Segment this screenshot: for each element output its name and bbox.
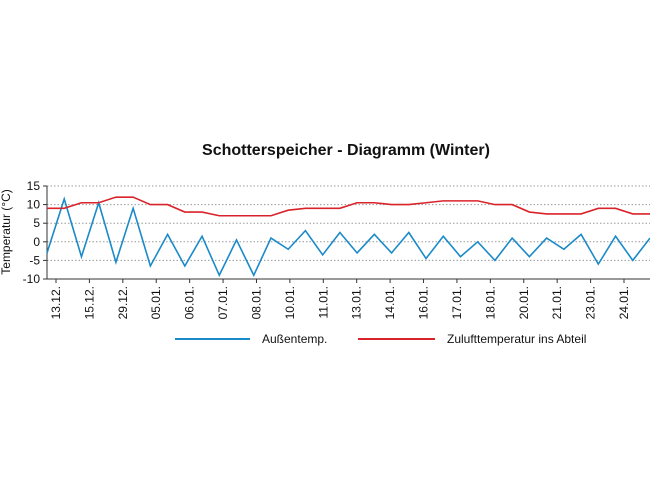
series-lines (46, 196, 650, 278)
x-tick-label: 29.12. (116, 286, 130, 319)
x-tick-label: 15.12. (82, 286, 96, 319)
x-tick-label: 24.01. (617, 286, 631, 319)
y-tick-label: 15 (27, 179, 41, 193)
x-tick-label: 07.01. (216, 286, 230, 319)
x-tick-label: 20.01. (517, 286, 531, 319)
legend-label-1: Außentemp. (262, 332, 327, 346)
y-tick-label: 5 (33, 216, 40, 230)
legend: Außentemp. Zulufttemperatur ins Abteil (175, 332, 586, 346)
y-tick-label: -5 (29, 253, 40, 267)
x-tick-label: 17.01. (450, 286, 464, 319)
x-tick-label: 05.01. (149, 286, 163, 319)
x-tick-label: 16.01. (417, 286, 431, 319)
chart-title: Schotterspeicher - Diagramm (Winter) (202, 142, 490, 159)
x-tick-label: 18.01. (483, 286, 497, 319)
x-tick-label: 23.01. (584, 286, 598, 319)
x-tick-labels: 13.12. 15.12. 29.12. 05.01. 06.01. 07.01. 08.0… (49, 286, 631, 319)
legend-label-2: Zulufttemperatur ins Abteil (447, 332, 586, 346)
y-tick-label: 10 (27, 198, 41, 212)
series-line-2 (47, 196, 650, 217)
series-line-1 (46, 196, 650, 278)
y-tick-labels: 15 10 5 0 -5 -10 (23, 179, 41, 286)
x-tick-label: 11.01. (316, 286, 330, 318)
x-tick-label: 13.12. (49, 286, 63, 319)
y-tick-label: -10 (23, 272, 41, 286)
y-axis-label: Temperatur (°C) (0, 189, 13, 274)
axes (43, 185, 650, 283)
x-tick-label: 06.01. (183, 286, 197, 319)
x-tick-label: 08.01. (249, 286, 263, 319)
x-tick-label: 10.01. (283, 286, 297, 319)
x-tick-label: 14.01. (383, 286, 397, 319)
x-tick-label: 13.01. (350, 286, 364, 319)
x-tick-label: 21.01. (550, 286, 564, 319)
y-tick-label: 0 (33, 235, 40, 249)
